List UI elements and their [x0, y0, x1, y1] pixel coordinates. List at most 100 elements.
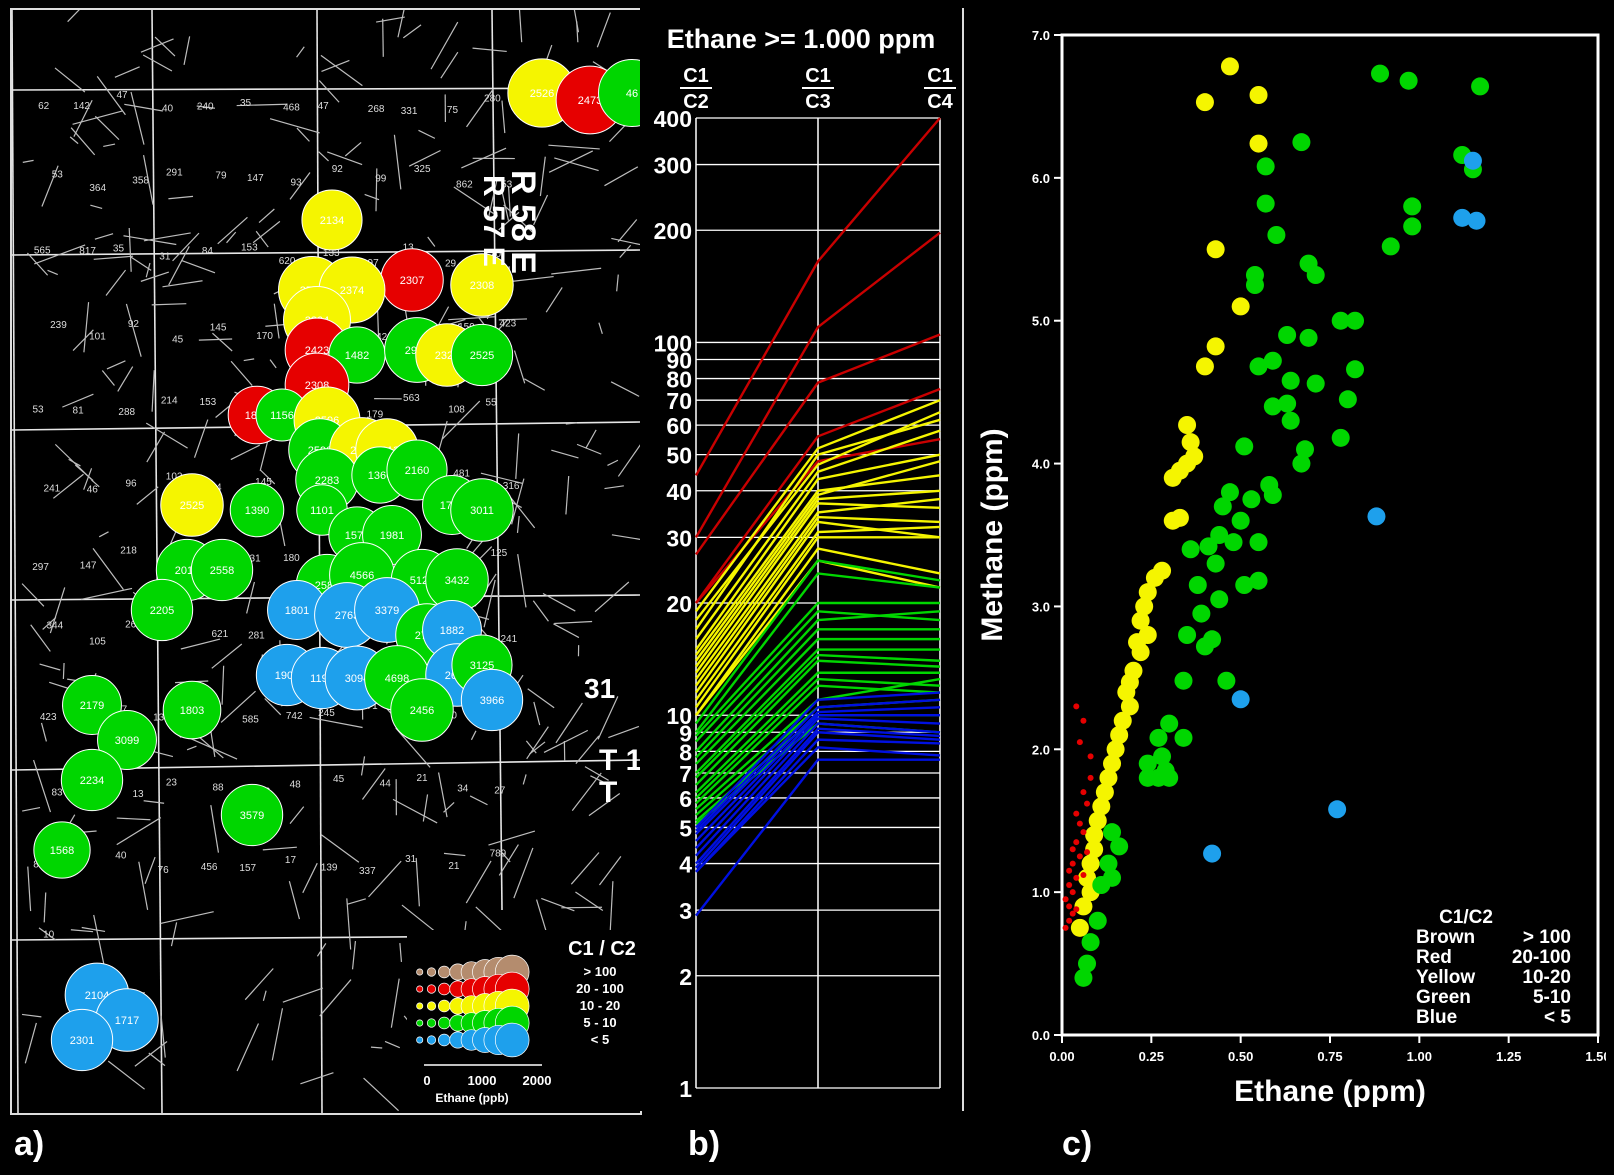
- sample-bubble: 2456: [390, 678, 454, 742]
- sample-value-label: 145: [210, 323, 227, 334]
- ratio-series-line: [694, 117, 941, 476]
- scatter-point-red: [1062, 896, 1069, 903]
- sample-circle-value: 3094: [345, 673, 369, 685]
- scatter-point-green: [1249, 533, 1268, 552]
- ratio-chart-title: Ethane >= 1.000 ppm: [667, 24, 936, 54]
- lineament: [554, 157, 599, 172]
- scatter-point-green: [1213, 497, 1232, 516]
- lineament: [211, 643, 243, 669]
- lineament: [140, 38, 174, 53]
- township-label-secondary: T: [599, 776, 617, 809]
- sample-value-label: 147: [247, 173, 264, 184]
- ratio-series-line: [695, 671, 940, 794]
- lineament: [448, 316, 495, 321]
- panel-label-a: a): [14, 1125, 45, 1163]
- y-tick-label: 7.0: [1032, 28, 1050, 43]
- scatter-point-red: [1073, 839, 1080, 846]
- scatter-point-green: [1206, 554, 1225, 573]
- lineament: [145, 422, 188, 449]
- scatter-point-yellow: [1163, 468, 1182, 487]
- lineament: [236, 103, 287, 107]
- lineament: [98, 531, 109, 538]
- sample-bubble: 3579: [220, 783, 284, 847]
- ratio-series-line: [695, 547, 941, 716]
- lineament: [443, 852, 466, 857]
- scatter-point-red: [1087, 774, 1094, 781]
- lineament: [244, 968, 274, 1001]
- lineament: [346, 898, 352, 950]
- lineament: [26, 252, 49, 276]
- ratio-series-line: [695, 610, 941, 753]
- y-tick-label: 30: [666, 525, 692, 551]
- scatter-point-green: [1149, 728, 1168, 747]
- lineament: [136, 486, 159, 505]
- sample-value-label: 31: [159, 252, 171, 263]
- lineament: [62, 393, 94, 408]
- lineament: [427, 236, 436, 247]
- lineament: [390, 978, 400, 1028]
- lineament: [90, 204, 103, 210]
- sample-circle-value: 2283: [315, 475, 339, 487]
- township-label: T 1: [599, 744, 640, 777]
- legend-bubble-brown: [426, 967, 437, 977]
- scatter-point-yellow: [1195, 357, 1214, 376]
- sample-value-label: 48: [290, 780, 302, 791]
- y-tick-label: 400: [654, 106, 692, 132]
- legend-scale-tick: 0: [423, 1073, 430, 1088]
- sample-circle-blue: [460, 668, 524, 732]
- lineament: [363, 1077, 399, 1112]
- lineament: [243, 358, 255, 362]
- sample-circle-yellow: [450, 253, 514, 317]
- sample-circle-value: 1156: [270, 410, 294, 422]
- sample-value-label: 13: [403, 243, 415, 254]
- legend-scale-tick: 1000: [468, 1073, 497, 1088]
- sample-value-label: 288: [118, 407, 135, 418]
- lineament: [319, 979, 352, 1017]
- sample-value-label: 364: [89, 183, 106, 194]
- lineament: [302, 862, 318, 894]
- sample-circle-value: 1882: [440, 625, 464, 637]
- scatter-point-red: [1080, 829, 1087, 836]
- map-legend-class-label: 10 - 20: [580, 998, 620, 1013]
- y-tick-label: 5.0: [1032, 314, 1050, 329]
- scatter-point-green: [1192, 604, 1211, 623]
- scatter-point-blue: [1328, 800, 1347, 819]
- sample-value-label: 105: [89, 637, 106, 648]
- sample-value-label: 17: [285, 855, 297, 866]
- scatter-point-green: [1231, 511, 1250, 530]
- sample-value-label: 731: [244, 554, 261, 565]
- scatter-point-red: [1073, 703, 1080, 710]
- sample-bubble: 1801: [267, 580, 327, 640]
- scatter-point-green: [1256, 194, 1275, 213]
- sample-value-label: 29: [445, 258, 457, 269]
- sample-value-label: 27: [494, 786, 506, 797]
- sample-value-label: 83: [51, 787, 63, 798]
- scatter-point-yellow: [1081, 854, 1100, 873]
- lineament: [351, 941, 357, 970]
- lineament: [117, 366, 134, 392]
- scatter-point-green: [1220, 483, 1239, 502]
- lineament: [320, 54, 363, 87]
- sample-value-label: 13: [132, 789, 144, 800]
- lineament: [196, 734, 224, 759]
- ratio-series-line: [694, 231, 941, 538]
- sample-value-label: 21: [448, 861, 460, 872]
- scatter-point-green: [1160, 768, 1179, 787]
- ratio-series-line: [695, 525, 941, 701]
- scatter-point-green: [1331, 428, 1350, 447]
- scatter-point-blue: [1463, 151, 1482, 170]
- scatter-point-green: [1331, 311, 1350, 330]
- y-axis-label: Methane (ppm): [976, 428, 1009, 641]
- lineament: [541, 897, 575, 912]
- lineament: [116, 817, 151, 821]
- lineament: [230, 360, 253, 386]
- lineament: [533, 701, 541, 726]
- sample-value-label: 337: [359, 866, 376, 877]
- sample-value-label: 131: [153, 713, 170, 724]
- scatter-point-yellow: [1120, 697, 1139, 716]
- lineament: [368, 860, 402, 898]
- lineament: [609, 881, 614, 933]
- x-tick-label: 0.75: [1317, 1049, 1342, 1064]
- lineament: [93, 914, 106, 968]
